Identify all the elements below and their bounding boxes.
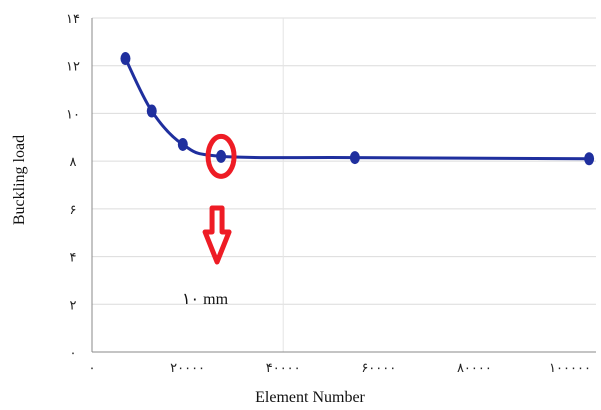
down-arrow-icon bbox=[202, 205, 232, 265]
y-tick-label: ۸ bbox=[70, 155, 77, 170]
x-tick-label: ۱۰۰۰۰۰ bbox=[549, 361, 591, 376]
x-tick-label: ۶۰۰۰۰ bbox=[361, 361, 396, 376]
y-axis-label: Buckling load bbox=[11, 135, 28, 225]
chart-axes bbox=[91, 18, 596, 353]
series-line bbox=[123, 57, 591, 161]
chart-grid bbox=[92, 17, 596, 352]
x-axis-label: Element Number bbox=[255, 389, 365, 406]
highlight-annotation bbox=[202, 133, 237, 265]
data-point bbox=[216, 149, 227, 163]
y-tick-label: ۱۲ bbox=[66, 60, 80, 75]
y-tick-label: ۴ bbox=[70, 251, 77, 266]
x-tick-label: ۴۰۰۰۰ bbox=[266, 361, 301, 376]
highlight-circle bbox=[205, 133, 237, 179]
y-tick-label: ۲ bbox=[70, 298, 77, 313]
y-tick-label: ۰ bbox=[70, 346, 77, 361]
data-point bbox=[177, 137, 188, 151]
data-point bbox=[584, 152, 595, 166]
x-tick-label: ۰ bbox=[89, 361, 96, 376]
data-point bbox=[120, 52, 131, 66]
x-tick-label: ۲۰۰۰۰ bbox=[170, 361, 205, 376]
y-tick-label: ۱۰ bbox=[66, 107, 80, 122]
y-tick-label: ۱۴ bbox=[66, 12, 80, 27]
data-point bbox=[146, 104, 157, 118]
annotation-note: ۱۰ mm bbox=[182, 291, 229, 308]
y-tick-label: ۶ bbox=[70, 203, 77, 218]
series-points bbox=[120, 52, 595, 166]
x-tick-label: ۸۰۰۰۰ bbox=[457, 361, 492, 376]
data-point bbox=[349, 151, 360, 165]
x-tick-labels: ۰ ۲۰۰۰۰ ۴۰۰۰۰ ۶۰۰۰۰ ۸۰۰۰۰ ۱۰۰۰۰۰ bbox=[89, 361, 591, 376]
y-tick-labels: ۰ ۲ ۴ ۶ ۸ ۱۰ ۱۲ ۱۴ bbox=[66, 12, 80, 361]
